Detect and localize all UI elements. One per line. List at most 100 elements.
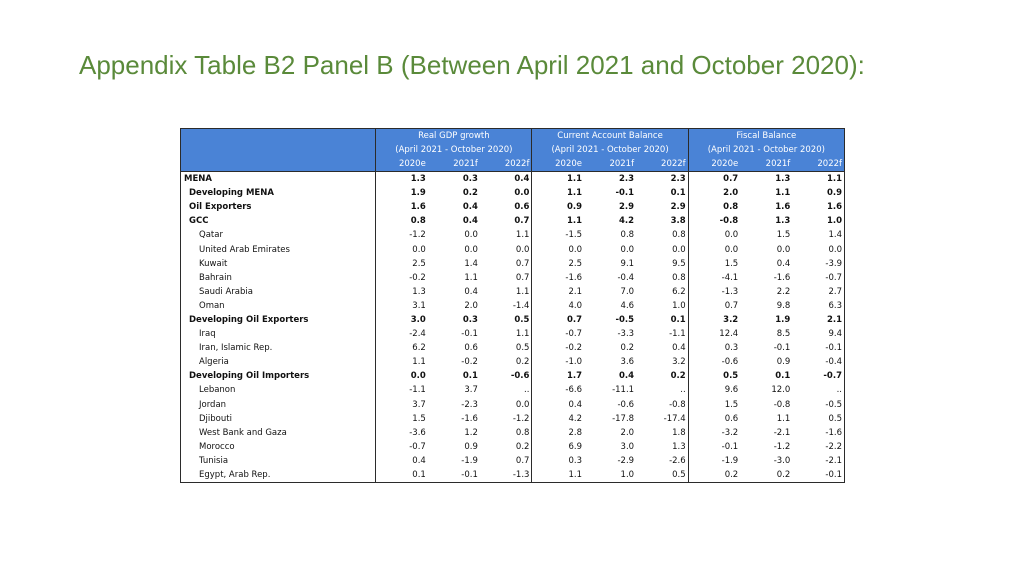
table-cell: -17.8: [612, 413, 635, 424]
table-cell: -11.1: [612, 385, 635, 396]
table-cell: 3.0: [410, 314, 426, 325]
table-cell: 1.6: [775, 202, 791, 213]
table-cell: 3.2: [636, 355, 689, 370]
table-cell: 1.7: [566, 371, 583, 382]
appendix-table: Real GDP growth Current Account Balance …: [180, 128, 845, 484]
table-cell: -2.3: [461, 399, 478, 410]
year-header: 2020e: [688, 157, 741, 172]
table-cell: 2.9: [619, 202, 635, 213]
table-cell: 1.3: [412, 286, 426, 297]
table-cell: -0.7: [825, 272, 842, 283]
table-cell: -3.2: [721, 427, 739, 438]
table-cell: 1.1: [775, 188, 791, 199]
table-cell: 8.5: [776, 329, 791, 340]
row-label: Morocco: [180, 439, 377, 454]
table-cell: -17.4: [636, 411, 689, 426]
table-cell: 0.1: [462, 371, 478, 382]
year-header: 2020e: [531, 157, 585, 172]
table-cell: 0.8: [410, 216, 426, 227]
table-cell: 2.3: [636, 171, 689, 187]
year-header: 2022f: [792, 157, 845, 172]
header-gdp-title: Real GDP growth: [375, 128, 533, 143]
table-cell: 0.0: [828, 244, 842, 255]
table-row: Saudi Arabia 1.3 0.4 1.1 2.1 7.0 6.2 -1.3 2.2 2.7: [180, 284, 845, 299]
table-cell: 1.5: [412, 413, 426, 424]
table-row: Kuwait 2.5 1.4 0.7 2.5 9.1 9.5 1.5 0.4 -3.9: [180, 256, 845, 271]
table-cell: 1.1: [566, 216, 583, 227]
table-cell: 3.6: [620, 357, 635, 368]
table-row: Morocco -0.7 0.9 0.2 6.9 3.0 1.3 -0.1 -1.2 -2.2: [180, 439, 845, 454]
table-cell: 0.4: [412, 455, 426, 466]
table-cell: -0.7: [823, 371, 842, 382]
table-cell: 3.0: [620, 441, 635, 452]
table-row: Qatar -1.2 0.0 1.1 -1.5 0.8 0.8 0.0 1.5 1.4: [180, 228, 845, 243]
row-label: Oman: [180, 298, 377, 313]
table-cell: 1.6: [410, 202, 426, 213]
table-cell: 7.0: [620, 286, 635, 297]
table-cell: 0.7: [479, 256, 533, 271]
table-cell: -0.1: [792, 467, 845, 484]
table-row: Developing Oil Importers 0.0 0.1 -0.6 1.7 0.4…: [180, 369, 845, 384]
table-cell: 6.2: [412, 343, 426, 354]
table-cell: 0.2: [688, 467, 741, 484]
table-cell: 1.1: [826, 174, 842, 185]
table-cell: 1.1: [479, 327, 533, 342]
table-cell: 0.2: [620, 343, 635, 354]
table-cell: 0.7: [566, 314, 583, 325]
table-cell: 0.9: [464, 441, 478, 452]
table-cell: 1.8: [636, 425, 689, 440]
table-cell: -1.0: [565, 357, 583, 368]
table-row: United Arab Emirates 0.0 0.0 0.0 0.0 0.0 0.0 0.…: [180, 242, 845, 257]
table-cell: 0.9: [566, 202, 583, 213]
row-label: Lebanon: [180, 383, 377, 398]
table-cell: 0.4: [464, 286, 478, 297]
table-cell: -2.2: [825, 441, 842, 452]
table-row: Developing MENA 1.9 0.2 0.0 1.1 -0.1 0.1 2.0 1.1…: [180, 186, 845, 201]
table-cell: 0.5: [828, 413, 842, 424]
table-cell: 2.3: [619, 174, 635, 185]
table-cell: -1.6: [565, 272, 583, 283]
table-cell: -1.4: [479, 298, 533, 313]
table-row: GCC 0.8 0.4 0.7 1.1 4.2 3.8 -0.8 1.3 1.0: [180, 214, 845, 229]
table-cell: 9.8: [776, 300, 791, 311]
table-cell: 9.4: [828, 329, 842, 340]
table-row: West Bank and Gaza -3.6 1.2 0.8 2.8 2.0 1.8 -3.…: [180, 425, 845, 440]
table-cell: -0.6: [721, 357, 739, 368]
table-body: MENA 1.3 0.3 0.4 1.1 2.3 2.3 0.7 1.3 1.1 Developin…: [180, 171, 845, 484]
table-cell: 9.6: [724, 385, 739, 396]
table-cell: 3.8: [636, 214, 689, 229]
table-row: Developing Oil Exporters 3.0 0.3 0.5 0.7 -0.5…: [180, 312, 845, 328]
year-header: 2021f: [584, 157, 637, 172]
table-cell: 4.0: [568, 300, 583, 311]
table-cell: 4.2: [568, 413, 583, 424]
table-cell: -1.6: [461, 413, 478, 424]
table-cell: 0.3: [462, 314, 478, 325]
table-cell: 1.1: [479, 284, 533, 299]
table-cell: 1.0: [584, 467, 637, 484]
table-cell: 3.7: [412, 399, 426, 410]
table-cell: -0.1: [773, 343, 791, 354]
table-cell: 1.3: [775, 216, 791, 227]
table-cell: -1.9: [461, 455, 478, 466]
row-label: Developing Oil Exporters: [180, 312, 377, 328]
table-cell: -1.1: [409, 385, 426, 396]
row-label: United Arab Emirates: [180, 242, 377, 257]
table-cell: 0.3: [724, 343, 739, 354]
row-label: Algeria: [180, 355, 377, 370]
table-cell: 0.4: [462, 202, 478, 213]
row-label: Developing MENA: [180, 186, 377, 201]
row-label: MENA: [180, 171, 377, 187]
table-cell: 1.1: [464, 272, 478, 283]
table-cell: -1.2: [479, 411, 533, 426]
table-cell: -1.9: [721, 455, 739, 466]
table-cell: 12.4: [719, 329, 739, 340]
row-label: GCC: [180, 214, 377, 229]
table-cell: ..: [479, 383, 533, 398]
table-row: Djibouti 1.5 -1.6 -1.2 4.2 -17.8 -17.4 0.6 1.1 0.…: [180, 411, 845, 426]
row-label: Oil Exporters: [180, 200, 377, 215]
row-label: Iraq: [180, 327, 377, 342]
table-cell: -0.2: [409, 272, 426, 283]
table-cell: 12.0: [771, 385, 791, 396]
table-cell: 1.5: [776, 230, 791, 241]
table-cell: 0.9: [776, 357, 791, 368]
